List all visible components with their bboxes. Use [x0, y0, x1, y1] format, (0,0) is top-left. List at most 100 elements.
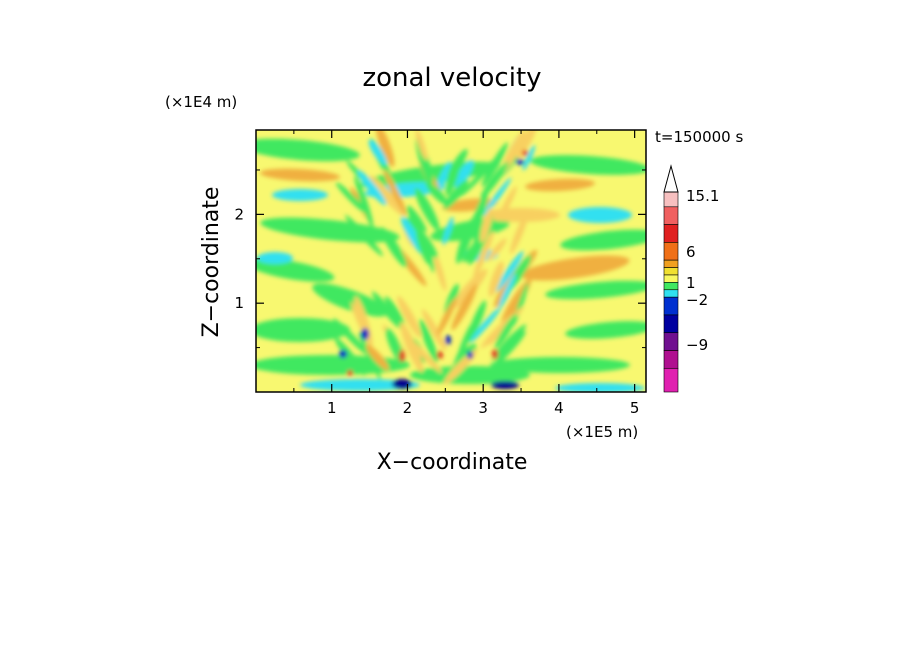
field-patch [525, 178, 595, 192]
field-patch [491, 381, 519, 389]
field-patch [369, 175, 406, 217]
field-patch [555, 383, 645, 392]
y-tick-label: 2 [234, 205, 244, 223]
field-patch [452, 269, 488, 309]
field-patch [383, 169, 407, 216]
field-patch [437, 351, 443, 359]
y-axis-title: Z−coordinate [199, 187, 224, 338]
y-unit-label: (×1E4 m) [165, 93, 237, 111]
y-tick-label: 1 [234, 294, 244, 312]
field-patch [414, 187, 440, 231]
field-patch [347, 370, 353, 376]
chart-title: zonal velocity [362, 63, 541, 93]
y-axis: 12 [234, 169, 646, 349]
colorbar-label: −9 [686, 336, 708, 354]
colorbar-label: 15.1 [686, 187, 719, 205]
field-patch [357, 169, 387, 206]
field-patch [445, 335, 451, 345]
field-patch [406, 206, 422, 236]
field-patch [479, 207, 493, 243]
field-patch [358, 331, 382, 381]
field-patch [467, 300, 487, 343]
colorbar-segment [663, 259, 679, 268]
field-patch [487, 238, 507, 262]
field-patch [497, 186, 517, 221]
field-patch [482, 177, 512, 217]
colorbar-segment [663, 274, 679, 283]
field-patch [560, 229, 646, 251]
colorbar-segment [663, 242, 679, 261]
colorbar-segment [663, 289, 679, 298]
field-patch [422, 309, 447, 351]
field-patch [256, 138, 360, 162]
field-patch [312, 283, 388, 317]
field-patch [423, 236, 435, 273]
field-patch [445, 160, 461, 196]
field-patch [480, 161, 509, 199]
field-patch [339, 350, 347, 358]
field-patch [344, 214, 384, 257]
field-patch [437, 297, 457, 336]
colorbar-segment [663, 314, 679, 334]
field-patch [410, 366, 530, 384]
plot-frame [255, 129, 647, 393]
field-patch [520, 255, 630, 281]
x-tick-label: 3 [478, 399, 488, 417]
x-axis-title: X−coordinate [377, 450, 528, 475]
colorbar-segment [663, 267, 679, 276]
field-patch [451, 284, 478, 331]
field-patch [442, 216, 454, 246]
colorbar-segment [663, 282, 679, 291]
field-patch [492, 349, 498, 359]
field-patch [257, 252, 293, 264]
field-patch [415, 130, 428, 161]
field-patch [530, 155, 646, 175]
field-patch [419, 319, 438, 363]
field-patch [498, 273, 517, 310]
colorbar-segment [663, 296, 679, 316]
field-patch [495, 250, 524, 292]
field-patch [407, 205, 427, 233]
x-tick-label: 4 [554, 399, 564, 417]
field-patch [375, 130, 395, 167]
x-tick-label: 1 [327, 399, 337, 417]
field-patch [516, 159, 524, 165]
field-patch [460, 156, 499, 197]
field-patch [256, 318, 350, 342]
colorbar-label: 1 [686, 274, 696, 292]
field-patch [399, 350, 405, 362]
x-unit-label: (×1E5 m) [566, 423, 638, 441]
field-patch [392, 379, 412, 389]
field-patch [272, 189, 328, 201]
colorbar-segment [663, 350, 679, 369]
field-patch [509, 212, 529, 254]
field-patch [481, 142, 509, 187]
colorbar: 15.1 6 1−2 −9 [663, 164, 719, 393]
colorbar-label: 6 [686, 243, 696, 261]
colorbar-segment [663, 332, 679, 351]
field-patch [384, 296, 405, 326]
field-patch [402, 333, 443, 374]
field-patch [522, 144, 536, 171]
field-patch [565, 321, 646, 339]
velocity-field [256, 130, 646, 392]
field-patch [443, 179, 469, 210]
field-patch [335, 182, 369, 215]
colorbar-segment [663, 191, 679, 208]
field-patch [333, 318, 368, 355]
field-patch [454, 160, 474, 188]
field-patch [415, 230, 430, 265]
field-patch [361, 328, 369, 340]
x-tick-label: 5 [630, 399, 640, 417]
field-patch [260, 168, 340, 182]
field-patch [380, 227, 407, 268]
field-patch [334, 337, 366, 376]
field-patch [470, 306, 502, 343]
field-patch [494, 313, 518, 349]
field-patch [491, 324, 527, 361]
field-patch [490, 357, 630, 373]
field-patch [368, 139, 388, 166]
x-axis: 1 2 3 4 5 [293, 130, 640, 417]
colorbar-segment [663, 224, 679, 243]
